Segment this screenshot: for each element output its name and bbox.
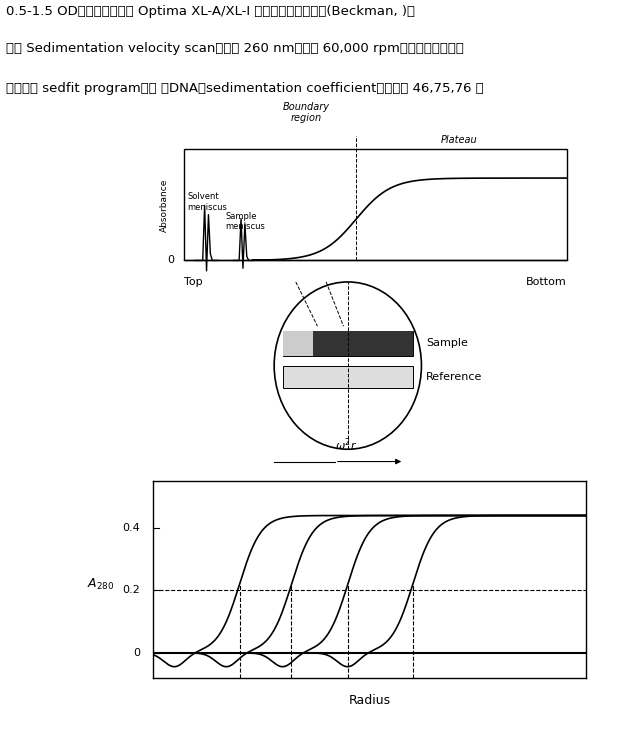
Text: 0.5-1.5 OD之間。儀器使用 Optima XL-A/XL-I 分析型超高速離心機(Beckman, )，: 0.5-1.5 OD之間。儀器使用 Optima XL-A/XL-I 分析型超高… [6,5,415,18]
Text: 0: 0 [167,255,174,265]
Text: 0.2: 0.2 [122,585,140,596]
Text: Sample
meniscus: Sample meniscus [225,212,266,232]
Text: Absorbance: Absorbance [160,179,169,233]
Text: $\omega^2r$: $\omega^2r$ [335,437,357,453]
Text: Solvent
meniscus: Solvent meniscus [187,192,227,212]
Text: Reference: Reference [426,372,482,382]
Text: 0.4: 0.4 [122,523,140,533]
Text: Top: Top [183,278,202,287]
Bar [283,331,313,356]
Text: 利用 Sedimentation velocity scan，測量 260 nm、轉速 60,000 rpm，得到吸收分布圖: 利用 Sedimentation velocity scan，測量 260 nm… [6,42,464,55]
Text: Plateau: Plateau [441,136,478,145]
Text: Radius: Radius [348,693,390,706]
Text: $A_{280}$: $A_{280}$ [87,577,115,592]
Text: 0: 0 [133,648,140,658]
Bar [283,331,413,356]
Text: Boundary
region: Boundary region [283,101,330,123]
Text: Sample: Sample [426,338,468,348]
Bar [283,366,413,388]
Text: 譜，利用 sedfit program計算 出DNA的sedimentation coefficient與分子量 46,75,76 。: 譜，利用 sedfit program計算 出DNA的sedimentation… [6,82,484,95]
Bar [313,331,413,356]
Text: Bottom: Bottom [526,278,567,287]
Bar [183,149,567,260]
